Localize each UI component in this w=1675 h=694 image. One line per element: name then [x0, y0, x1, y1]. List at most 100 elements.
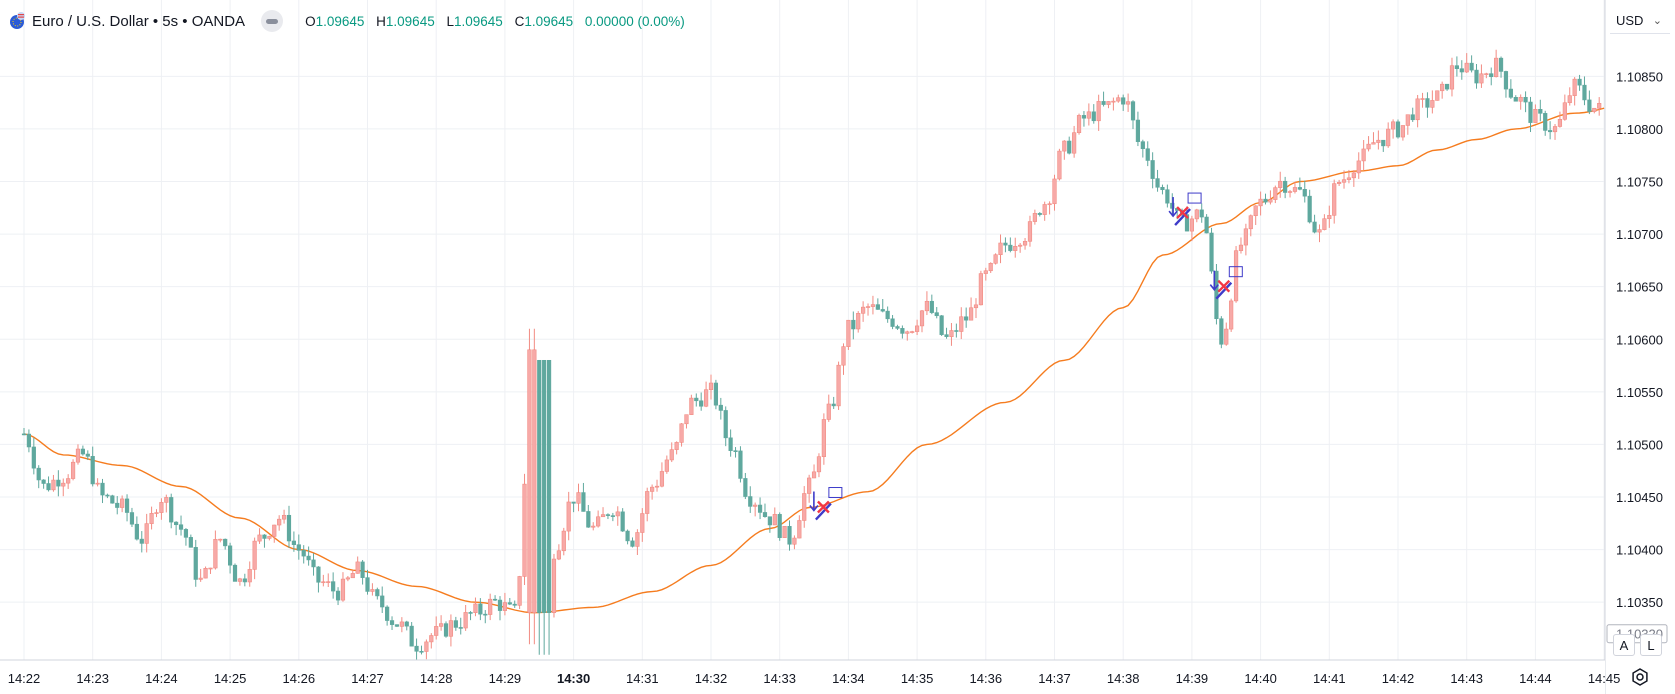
candle-body — [1194, 209, 1199, 220]
time-tick-label: 14:29 — [489, 671, 522, 686]
candle-body — [787, 526, 792, 545]
candle-body — [453, 620, 458, 628]
candle-body — [237, 578, 243, 582]
candle-body — [473, 603, 478, 614]
candle-body — [1459, 68, 1464, 73]
candle-body — [1081, 115, 1087, 119]
candle — [1341, 170, 1347, 189]
candle-body — [870, 304, 876, 307]
candle-body — [851, 319, 856, 330]
candle — [1390, 119, 1396, 139]
candle-body — [291, 540, 296, 545]
candle-body — [1494, 57, 1499, 78]
candle — [998, 234, 1003, 264]
time-tick-label: 14:24 — [145, 671, 178, 686]
candle — [61, 478, 66, 497]
log-scale-button[interactable]: L — [1640, 634, 1662, 656]
candle — [1312, 214, 1317, 234]
candle-body — [31, 446, 36, 469]
candle — [1273, 185, 1278, 204]
candle — [316, 566, 321, 593]
candle — [826, 394, 831, 422]
candle — [120, 495, 125, 513]
candle-body — [311, 559, 316, 568]
candle-body — [772, 514, 777, 526]
candle — [959, 307, 964, 340]
candle-body — [370, 589, 375, 592]
candle-body — [1425, 98, 1430, 108]
candle — [934, 307, 939, 319]
candle-body — [1592, 107, 1597, 112]
candle — [949, 323, 954, 346]
candle-body — [753, 504, 758, 507]
candle — [115, 496, 120, 515]
time-tick-label: 14:41 — [1313, 671, 1346, 686]
candle — [1003, 237, 1008, 253]
candle-body — [1440, 83, 1445, 92]
candle-body — [846, 319, 851, 347]
down-arrow-head — [1168, 210, 1178, 218]
candle-body — [968, 307, 974, 321]
candle — [802, 486, 807, 528]
candle-body — [1145, 148, 1150, 161]
candle-body — [492, 598, 498, 601]
candle — [527, 328, 532, 645]
candle — [1018, 243, 1023, 253]
auto-scale-button[interactable]: A — [1613, 634, 1635, 656]
candle-body — [149, 513, 154, 524]
candle-body — [1454, 65, 1459, 69]
candle-body — [959, 316, 964, 332]
candle-body — [1562, 102, 1567, 120]
candle — [777, 512, 782, 541]
symbol-title[interactable]: Euro / U.S. Dollar • 5s • OANDA — [32, 12, 246, 30]
legend-collapse-button[interactable] — [261, 10, 284, 32]
currency-selector[interactable]: USD ⌄ — [1610, 8, 1670, 34]
candle — [1548, 121, 1553, 140]
candle-body — [1548, 130, 1553, 133]
candle-body — [1243, 228, 1248, 246]
candle — [286, 505, 292, 548]
candle — [1238, 237, 1244, 254]
candle-body — [890, 318, 895, 327]
candle — [861, 301, 866, 322]
candle-body — [645, 491, 650, 514]
settings-gear-icon[interactable] — [1630, 667, 1650, 687]
candle — [1425, 92, 1430, 118]
candle — [605, 513, 611, 520]
candle-body — [497, 599, 503, 611]
candle — [1469, 55, 1474, 73]
time-tick-label: 14:33 — [763, 671, 796, 686]
candle-body — [591, 525, 596, 528]
candle-body — [1312, 221, 1317, 233]
candle — [1106, 101, 1111, 109]
candle-body — [61, 482, 66, 487]
candle — [875, 298, 880, 310]
candle-body — [811, 471, 817, 479]
candle-body — [463, 612, 468, 629]
candle — [1037, 212, 1042, 217]
candle — [1248, 214, 1253, 237]
candle-body — [154, 512, 159, 514]
candle — [1567, 87, 1572, 106]
candle-body — [1037, 213, 1042, 215]
candle-body — [1567, 95, 1572, 104]
candle — [473, 597, 478, 617]
candle-body — [684, 414, 689, 425]
candle-body — [365, 577, 370, 592]
candle-body — [1508, 88, 1513, 98]
candle-body — [610, 515, 615, 517]
candle-body — [1165, 189, 1170, 204]
candle-body — [841, 346, 846, 366]
candle — [743, 472, 748, 500]
candle — [964, 307, 969, 328]
price-axis[interactable]: 1.10350 1.10400 1.10450 1.10500 1.10550 1.106… — [1604, 0, 1675, 694]
candle — [811, 464, 817, 479]
time-axis[interactable]: 14:22 14:23 14:24 14:25 14:26 14:27 14:28 14:29… — [0, 659, 1620, 694]
candle — [615, 506, 620, 526]
candle — [321, 574, 326, 587]
candle-body — [159, 502, 164, 513]
candle — [1057, 148, 1062, 181]
candle — [1543, 110, 1548, 136]
candle — [1361, 140, 1366, 171]
